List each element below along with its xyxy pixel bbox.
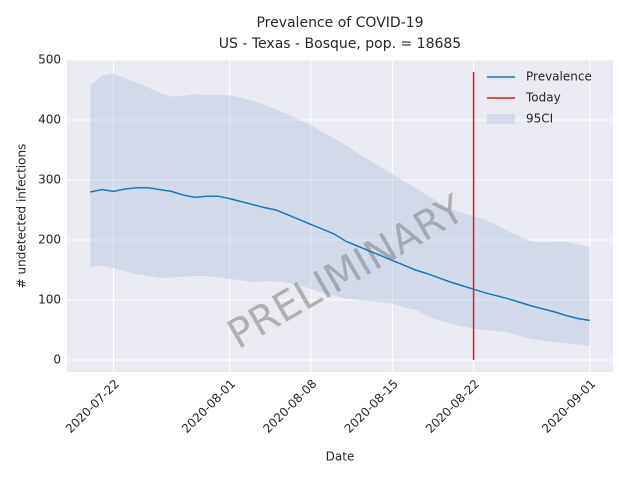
line-series: [90, 187, 590, 322]
y-tick-label: 200: [38, 233, 61, 247]
legend-label: Prevalence: [526, 70, 592, 84]
legend-label: Today: [525, 91, 561, 105]
x-tick-label: 2020-08-08: [260, 377, 319, 436]
x-tick-label: 2020-09-01: [539, 377, 598, 436]
chart-subtitle: US - Texas - Bosque, pop. = 18685: [219, 36, 461, 52]
y-tick-label: 400: [38, 113, 61, 127]
y-tick-label: 0: [53, 353, 61, 367]
confidence-band: [90, 73, 590, 346]
y-axis-label: # undetected infections: [15, 144, 29, 289]
plot-area: [67, 60, 613, 372]
chart-title: Prevalence of COVID-19: [256, 15, 423, 31]
y-tick-label: 500: [38, 53, 61, 67]
y-tick-label: 100: [38, 293, 61, 307]
y-tick-label: 300: [38, 173, 61, 187]
x-tick-label: 2020-07-22: [63, 377, 122, 436]
x-tick-label: 2020-08-01: [179, 377, 238, 436]
legend-swatch: [487, 114, 515, 124]
x-tick-label: 2020-08-22: [423, 377, 482, 436]
x-tick-label: 2020-08-15: [342, 377, 401, 436]
legend-label: 95CI: [526, 112, 553, 126]
x-axis-label: Date: [326, 450, 355, 464]
